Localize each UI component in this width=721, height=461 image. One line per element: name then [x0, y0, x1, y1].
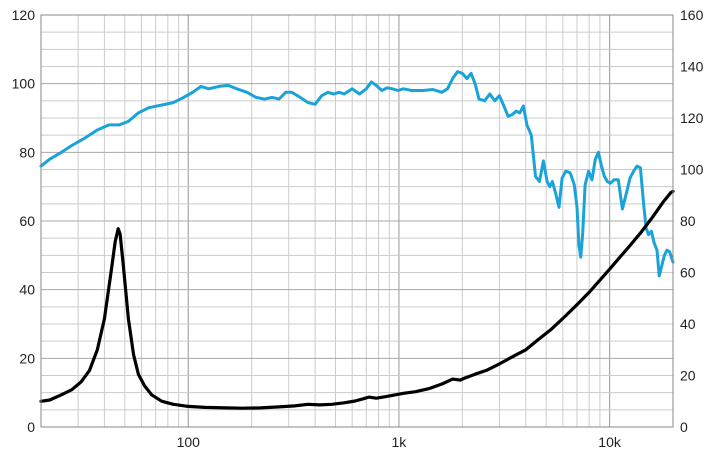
- x-axis-tick-label: 100: [177, 434, 201, 450]
- right-axis-tick-label: 40: [680, 316, 696, 332]
- left-axis-tick-label: 20: [19, 350, 35, 366]
- series-group: [39, 70, 675, 410]
- left-axis-tick-label: 40: [19, 282, 35, 298]
- x-axis-tick-label: 10k: [598, 434, 622, 450]
- right-axis-tick-label: 0: [680, 419, 688, 435]
- left-axis-tick-label: 80: [19, 144, 35, 160]
- right-axis-tick-label: 120: [680, 110, 704, 126]
- right-axis-tick-label: 100: [680, 162, 704, 178]
- left-axis-tick-label: 120: [12, 7, 36, 23]
- series-line-left-axis: [39, 70, 675, 278]
- plot-frame: [40, 14, 674, 428]
- series-line-right-axis: [39, 189, 675, 410]
- left-axis-tick-label: 0: [27, 419, 35, 435]
- grid: [40, 14, 674, 428]
- x-axis-tick-label: 1k: [392, 434, 408, 450]
- right-axis-tick-label: 160: [680, 7, 704, 23]
- right-axis-tick-label: 60: [680, 265, 696, 281]
- left-axis-tick-label: 60: [19, 213, 35, 229]
- right-axis-tick-label: 80: [680, 213, 696, 229]
- right-axis-tick-label: 20: [680, 368, 696, 384]
- left-axis-tick-label: 100: [12, 76, 36, 92]
- right-axis-tick-label: 140: [680, 59, 704, 75]
- axes: 0 20 40 60 80 100 120 0 20 40 60 80 100 120 140 160 100 1…: [12, 7, 704, 450]
